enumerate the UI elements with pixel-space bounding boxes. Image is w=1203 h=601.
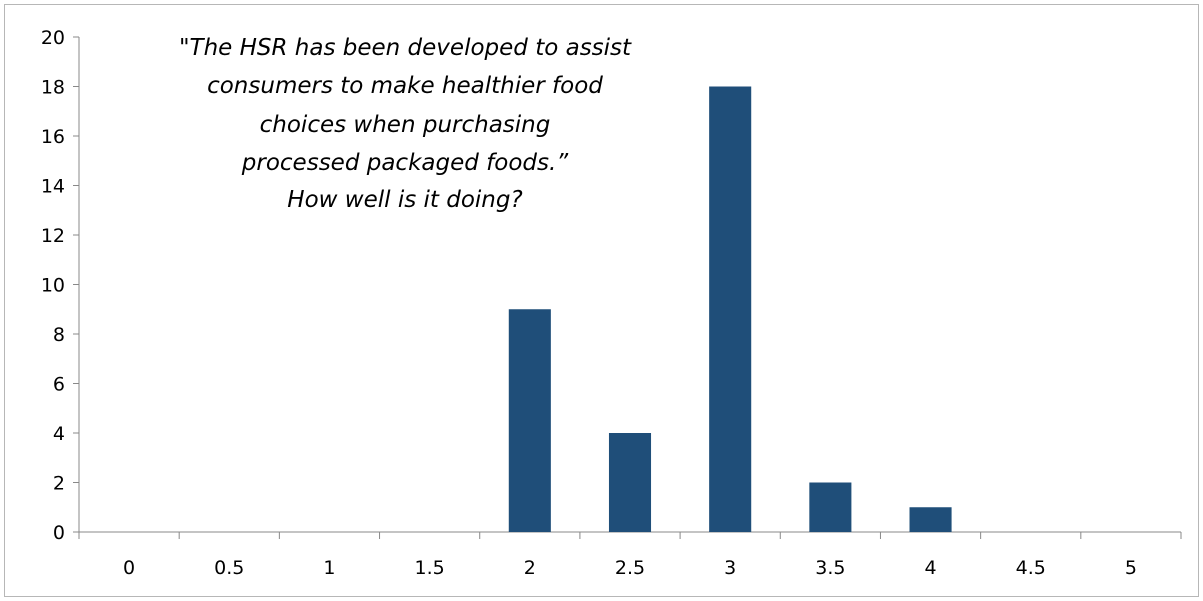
x-tick-label: 0	[123, 557, 135, 579]
y-tick-label: 8	[53, 324, 65, 346]
title-line-2: consumers to make healthier food	[207, 73, 603, 99]
x-tick-label: 1.5	[415, 557, 445, 579]
y-tick-label: 0	[53, 522, 65, 544]
y-tick-label: 16	[41, 126, 65, 148]
x-axis: 0 0.5 1 1.5 2 2.5 3 3.5 4 4.5 5	[78, 531, 1182, 579]
bar-2.5	[608, 433, 652, 532]
chart-frame	[4, 4, 1199, 597]
bars	[508, 86, 952, 532]
x-tick-label: 5	[1125, 557, 1137, 579]
title-line-3: choices when purchasing	[260, 112, 551, 138]
x-tick-label: 3.5	[815, 557, 845, 579]
bar-3	[709, 86, 752, 532]
y-axis: 0 2 4 6 8 10 12 14 16 18 20	[41, 27, 80, 544]
x-tick-label: 4	[924, 557, 936, 579]
y-tick-label: 10	[41, 275, 65, 297]
y-tick-label: 12	[41, 225, 65, 247]
title-line-4: processed packaged foods.”	[241, 150, 569, 176]
y-tick-label: 6	[53, 374, 65, 396]
y-tick-label: 20	[41, 27, 65, 49]
title-line-5: How well is it doing?	[287, 187, 522, 213]
bar-2	[508, 309, 551, 532]
y-tick-label: 4	[53, 423, 65, 445]
x-tick-label: 3	[724, 557, 736, 579]
title-line-1: "The HSR has been developed to assist	[179, 35, 632, 61]
bar-4	[909, 507, 952, 532]
y-tick-label: 2	[53, 473, 65, 495]
bar-3.5	[809, 482, 852, 532]
x-tick-label: 4.5	[1016, 557, 1046, 579]
x-tick-label: 2	[524, 557, 536, 579]
x-tick-label: 1	[323, 557, 335, 579]
x-tick-label: 0.5	[214, 557, 244, 579]
y-tick-label: 18	[41, 77, 65, 99]
chart-title: "The HSR has been developed to assist co…	[179, 35, 632, 213]
y-tick-label: 14	[41, 176, 65, 198]
x-tick-label: 2.5	[615, 557, 645, 579]
